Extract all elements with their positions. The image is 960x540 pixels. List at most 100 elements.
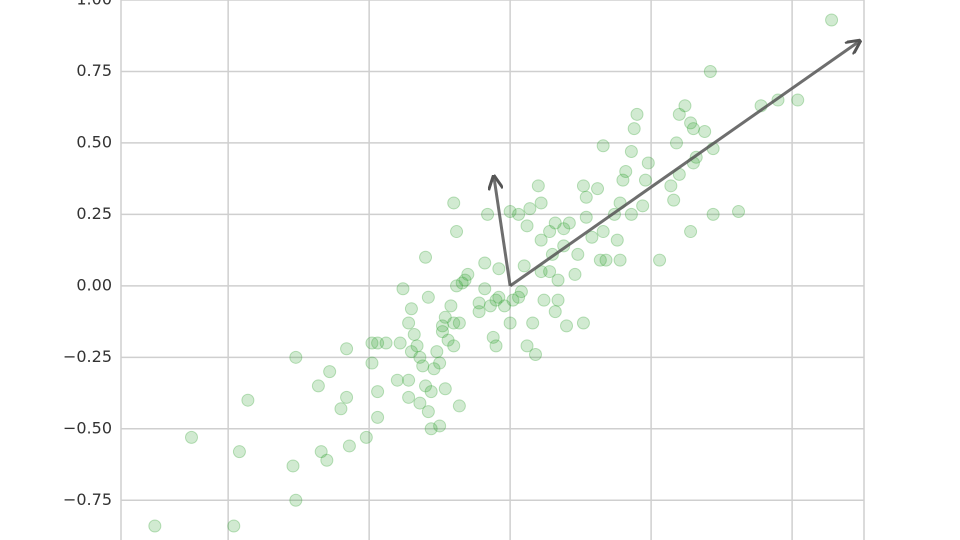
point <box>664 179 678 193</box>
point <box>424 422 438 436</box>
y-tick-label: −0.25 <box>63 347 112 366</box>
point <box>452 399 466 413</box>
point <box>421 290 435 304</box>
point <box>548 305 562 319</box>
point <box>684 116 698 130</box>
y-tick-label: 1.00 <box>76 0 112 9</box>
point <box>557 222 571 236</box>
point <box>684 225 698 239</box>
point <box>483 299 497 313</box>
vector-arrow <box>494 178 512 287</box>
y-tick-label: −0.50 <box>63 418 112 437</box>
point <box>529 347 543 361</box>
point <box>289 350 303 364</box>
y-tick-label: 0.50 <box>76 132 112 151</box>
point <box>447 316 461 330</box>
point <box>534 196 548 210</box>
point <box>636 199 650 213</box>
point <box>596 139 610 153</box>
point <box>551 273 565 287</box>
point <box>430 345 444 359</box>
point <box>492 262 506 276</box>
point <box>591 182 605 196</box>
point <box>619 165 633 179</box>
point <box>489 339 503 353</box>
point <box>706 207 720 221</box>
point <box>543 265 557 279</box>
point <box>433 356 447 370</box>
point <box>340 342 354 356</box>
point <box>624 207 638 221</box>
point <box>669 136 683 150</box>
point <box>576 316 590 330</box>
point <box>455 276 469 290</box>
point <box>390 373 404 387</box>
point <box>534 233 548 247</box>
point <box>421 405 435 419</box>
point <box>241 393 255 407</box>
point <box>323 365 337 379</box>
y-tick-label: 0.00 <box>76 275 112 294</box>
point <box>424 385 438 399</box>
point <box>450 279 464 293</box>
point <box>481 207 495 221</box>
point <box>672 107 686 121</box>
point <box>667 193 681 207</box>
point <box>478 256 492 270</box>
point <box>543 225 557 239</box>
point <box>365 336 379 350</box>
point <box>379 336 393 350</box>
point <box>404 302 418 316</box>
point <box>638 173 652 187</box>
point <box>568 267 582 281</box>
point <box>371 336 385 350</box>
point <box>616 173 630 187</box>
point <box>396 282 410 296</box>
point <box>184 430 198 444</box>
point <box>503 316 517 330</box>
point <box>413 350 427 364</box>
point <box>703 64 717 78</box>
point <box>551 293 565 307</box>
point <box>289 493 303 507</box>
point <box>506 293 520 307</box>
point <box>624 145 638 159</box>
point <box>148 519 162 533</box>
point <box>732 205 746 219</box>
point <box>286 459 300 473</box>
point <box>593 253 607 267</box>
point <box>402 390 416 404</box>
point <box>371 410 385 424</box>
y-tick-label: 0.25 <box>76 204 112 223</box>
point <box>452 316 466 330</box>
point <box>472 296 486 310</box>
point <box>512 207 526 221</box>
point <box>447 339 461 353</box>
point <box>402 316 416 330</box>
point <box>416 359 430 373</box>
point <box>698 124 712 138</box>
point <box>371 385 385 399</box>
point <box>393 336 407 350</box>
point <box>334 402 348 416</box>
point <box>402 373 416 387</box>
point <box>520 339 534 353</box>
point <box>571 247 585 261</box>
point <box>444 299 458 313</box>
y-tick-label: −0.75 <box>63 490 112 509</box>
point <box>537 293 551 307</box>
point <box>407 327 421 341</box>
point <box>641 156 655 170</box>
point <box>579 210 593 224</box>
point <box>461 267 475 281</box>
point <box>458 273 472 287</box>
point <box>447 196 461 210</box>
point <box>433 419 447 433</box>
point <box>232 445 246 459</box>
point <box>686 122 700 136</box>
point <box>523 202 537 216</box>
vector-arrow <box>509 42 859 288</box>
point <box>489 293 503 307</box>
point <box>596 225 610 239</box>
point <box>579 190 593 204</box>
